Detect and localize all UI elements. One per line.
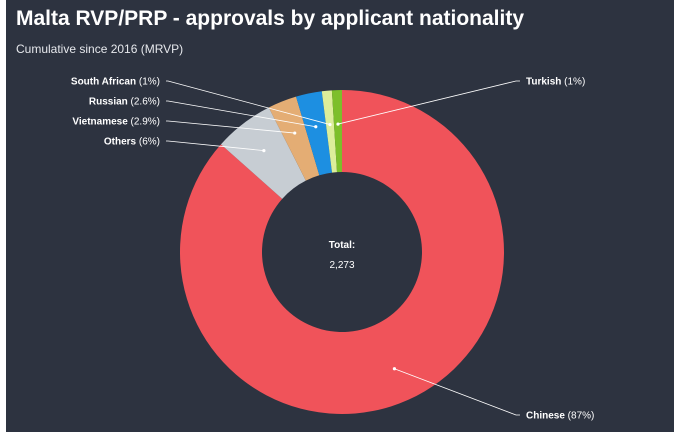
connector-dot-turkish [336,122,340,126]
connector-south-african [166,80,331,125]
label-turkish: Turkish (1%) [526,77,585,88]
connector-dot-vietnamese [293,131,297,135]
connector-others [166,140,264,152]
chart-title: Malta RVP/PRP - approvals by applicant n… [16,7,525,30]
label-russian: Russian (2.6%) [89,97,160,108]
slice-russian [296,91,333,176]
connector-russian [166,100,316,128]
donut-chart: Chinese (87%) Others (6%) Vietnamese (2.9%… [71,77,594,422]
center-total-value: 2,273 [329,260,354,271]
chart-subtitle: Cumulative since 2016 (MRVP) [16,42,184,56]
connector-dot-chinese [392,367,397,371]
slice-vietnamese [268,96,320,181]
connector-vietnamese [166,120,295,134]
connector-dot-south-african [328,122,332,127]
connector-dot-others [262,149,266,153]
label-others: Others (6%) [104,137,160,148]
label-south-african: South African (1%) [71,77,160,88]
connector-dot-russian [314,125,318,129]
connector-chinese [394,368,520,416]
chart-card: Malta RVP/PRP - approvals by applicant n… [6,0,674,432]
slice-south-african [321,90,338,173]
center-total-label: Total: [329,240,355,251]
label-vietnamese: Vietnamese (2.9%) [72,117,160,128]
slice-turkish [331,90,342,173]
slice-others [220,107,306,199]
slice-chinese [180,90,505,415]
connector-turkish [337,80,520,125]
label-chinese: Chinese (87%) [526,411,594,422]
